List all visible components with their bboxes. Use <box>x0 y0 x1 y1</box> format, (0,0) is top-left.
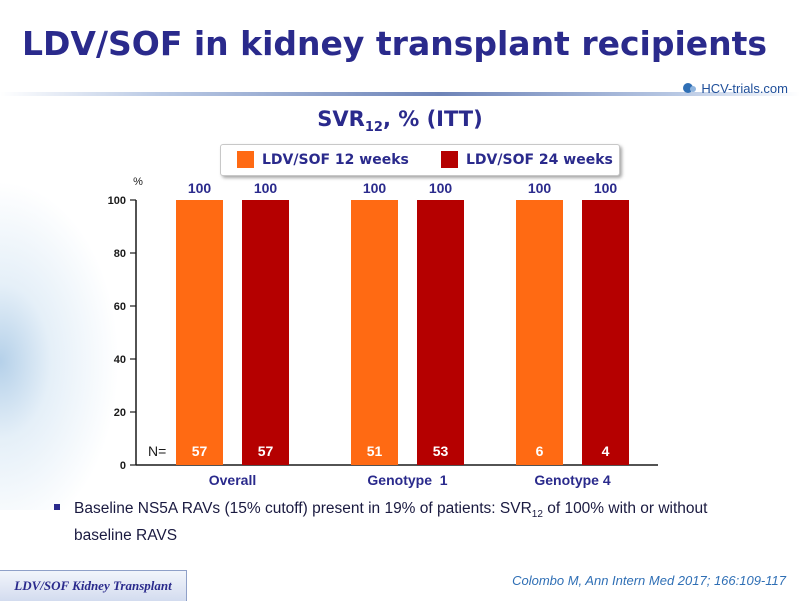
chart-legend: LDV/SOF 12 weeks LDV/SOF 24 weeks <box>220 144 620 176</box>
bar-n-label-2-1: 4 <box>602 443 610 459</box>
bar-n-label-2-0: 6 <box>536 443 544 459</box>
background-burst <box>0 180 120 510</box>
citation: Colombo M, Ann Intern Med 2017; 166:109-… <box>512 573 786 588</box>
bullet-point: Baseline NS5A RAVs (15% cutoff) present … <box>54 498 754 546</box>
legend-item-12-weeks: LDV/SOF 12 weeks <box>237 151 409 168</box>
subtitle-subscript: 12 <box>364 120 383 136</box>
bar-0-1 <box>242 200 289 465</box>
y-tick-label-80: 80 <box>114 248 126 260</box>
bullet-text-part1: Baseline NS5A RAVs (15% cutoff) present … <box>74 500 532 517</box>
brand-logo: HCV-trials.com <box>682 78 788 98</box>
slide-title: LDV/SOF in kidney transplant recipients <box>22 24 768 63</box>
bar-value-label-2-1: 100 <box>594 180 618 196</box>
bar-2-1 <box>582 200 629 465</box>
bullet-text-subscript: 12 <box>531 509 543 521</box>
brand-droplet-icon <box>683 83 697 93</box>
y-tick-label-60: 60 <box>114 301 126 313</box>
legend-item-24-weeks: LDV/SOF 24 weeks <box>441 151 613 168</box>
title-divider <box>0 92 800 96</box>
bar-n-label-1-0: 51 <box>367 443 383 459</box>
bar-value-label-1-1: 100 <box>429 180 453 196</box>
bullet-square-icon <box>54 504 60 510</box>
bar-2-0 <box>516 200 563 465</box>
y-tick-label-40: 40 <box>114 354 126 366</box>
y-tick-label-0: 0 <box>120 460 126 472</box>
bar-value-label-2-0: 100 <box>528 180 552 196</box>
subtitle-tail: , % (ITT) <box>382 107 483 131</box>
y-tick-label-100: 100 <box>108 195 126 207</box>
chart-subtitle: SVR12, % (ITT) <box>0 107 800 135</box>
legend-label-24-weeks: LDV/SOF 24 weeks <box>466 151 613 168</box>
bullet-text-part2: of 100% with or without baseline RAVS <box>74 500 708 545</box>
bar-1-1 <box>417 200 464 465</box>
bar-n-label-0-0: 57 <box>192 443 208 459</box>
bar-value-label-0-1: 100 <box>254 180 278 196</box>
subtitle-main: SVR <box>317 107 365 131</box>
bar-value-label-0-0: 100 <box>188 180 212 196</box>
bullet-text: Baseline NS5A RAVs (15% cutoff) present … <box>74 498 754 546</box>
bar-value-label-1-0: 100 <box>363 180 387 196</box>
bar-1-0 <box>351 200 398 465</box>
footer-tag-label: LDV/SOF Kidney Transplant <box>14 578 172 593</box>
y-tick-label-20: 20 <box>114 407 126 419</box>
legend-swatch-24-weeks <box>441 151 458 168</box>
brand-text: HCV-trials.com <box>701 80 788 96</box>
bar-n-label-0-1: 57 <box>258 443 274 459</box>
y-axis-unit-label: % <box>133 176 143 188</box>
category-label-0: Overall <box>209 472 256 488</box>
bar-n-label-1-1: 53 <box>433 443 449 459</box>
category-label-2: Genotype 4 <box>534 472 610 488</box>
bar-0-0 <box>176 200 223 465</box>
legend-swatch-12-weeks <box>237 151 254 168</box>
footer-tag: LDV/SOF Kidney Transplant <box>0 570 187 601</box>
n-prefix-label: N= <box>148 443 166 459</box>
category-label-1: Genotype 1 <box>367 472 447 488</box>
legend-label-12-weeks: LDV/SOF 12 weeks <box>262 151 409 168</box>
